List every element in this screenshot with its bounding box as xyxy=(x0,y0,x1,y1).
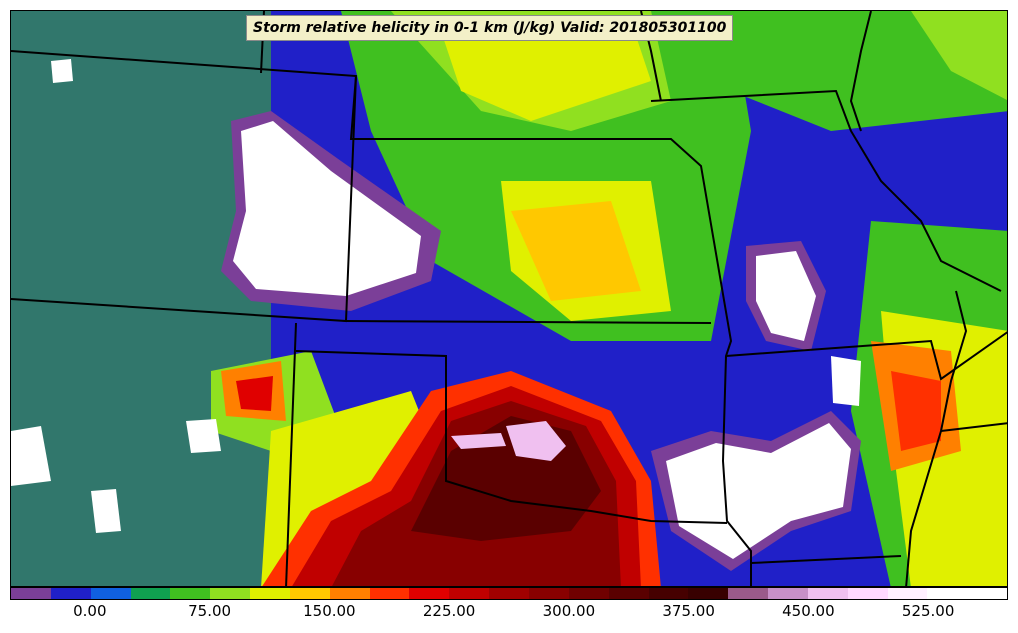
border-missouri-arkansas xyxy=(725,331,1007,381)
border-oklahoma-texas xyxy=(295,350,728,524)
border-iowa-illinois xyxy=(650,89,1002,292)
colorbar-cell xyxy=(409,588,450,599)
colorbar-cell xyxy=(608,588,649,599)
colorbar-cell xyxy=(648,588,689,599)
colorbar-cell xyxy=(90,588,131,599)
map-canvas xyxy=(11,11,1007,586)
west-white-patch-3 xyxy=(11,426,51,486)
colorbar-cell xyxy=(847,588,888,599)
colorbar-tick-label: 0.00 xyxy=(73,602,107,620)
northwest-white-patch xyxy=(51,59,73,83)
colorbar-cell xyxy=(728,588,769,599)
colorbar-cell xyxy=(11,588,51,599)
colorbar-cell xyxy=(130,588,171,599)
colorado-white-region xyxy=(233,121,421,296)
colorbar-cell xyxy=(170,588,211,599)
eastern-white-patch xyxy=(831,356,861,406)
shr-max-pink-core xyxy=(506,421,566,461)
colorbar-cell xyxy=(887,588,928,599)
colorbar-cell xyxy=(528,588,569,599)
arkansas-white-region xyxy=(666,423,851,559)
colorbar-tick-label: 75.00 xyxy=(188,602,232,620)
colorbar-tick-label: 450.00 xyxy=(782,602,835,620)
western-green-region xyxy=(11,11,271,586)
northeast-yellow-region xyxy=(911,11,1007,100)
border-kansas-oklahoma xyxy=(345,320,712,324)
shr-max-pink-secondary xyxy=(451,433,506,449)
southeast-red-region xyxy=(891,371,941,451)
helicity-map xyxy=(10,10,1008,587)
border-tennessee-mississippi xyxy=(940,422,1007,432)
colorbar-cell xyxy=(688,588,729,599)
colorbar-cell xyxy=(250,588,290,599)
colorbar-cell xyxy=(807,588,848,599)
colorbar xyxy=(10,587,1008,600)
colorbar-cell xyxy=(568,588,609,599)
colorbar-cell xyxy=(50,588,91,599)
texas-panhandle-red xyxy=(236,376,273,411)
colorbar-cell xyxy=(329,588,370,599)
colorbar-cell xyxy=(768,588,808,599)
border-kansas-missouri xyxy=(11,50,752,586)
north-yellow-region xyxy=(441,21,651,121)
west-white-patch-2 xyxy=(91,489,121,533)
border-new-mexico-texas xyxy=(285,322,297,586)
colorbar-cell xyxy=(967,588,1008,599)
colorbar-tick-label: 225.00 xyxy=(422,602,476,620)
border-arkansas-louisiana xyxy=(750,555,902,564)
colorbar-cell xyxy=(449,588,490,599)
border-mississippi-river-south xyxy=(905,290,968,586)
map-title: Storm relative helicity in 0-1 km (J/kg)… xyxy=(246,15,734,41)
missouri-white-region xyxy=(756,251,816,341)
colorbar-cell xyxy=(289,588,330,599)
colorbar-tick-label: 525.00 xyxy=(901,602,955,620)
border-mississippi-river-north xyxy=(849,11,872,132)
colorbar-cell xyxy=(927,588,968,599)
west-white-patch-1 xyxy=(186,419,221,453)
kansas-orange-region xyxy=(511,201,641,301)
colorbar-tick-label: 150.00 xyxy=(303,602,356,620)
colorbar-tick-label: 300.00 xyxy=(542,602,596,620)
colorbar-cell xyxy=(369,588,410,599)
colorbar-cell xyxy=(489,588,529,599)
colorbar-cell xyxy=(210,588,251,599)
colorbar-tick-label: 375.00 xyxy=(662,602,715,620)
colorbar-ticks: 0.00 75.00 150.00 225.00 300.00 375.00 450.00 5… xyxy=(10,602,1008,624)
